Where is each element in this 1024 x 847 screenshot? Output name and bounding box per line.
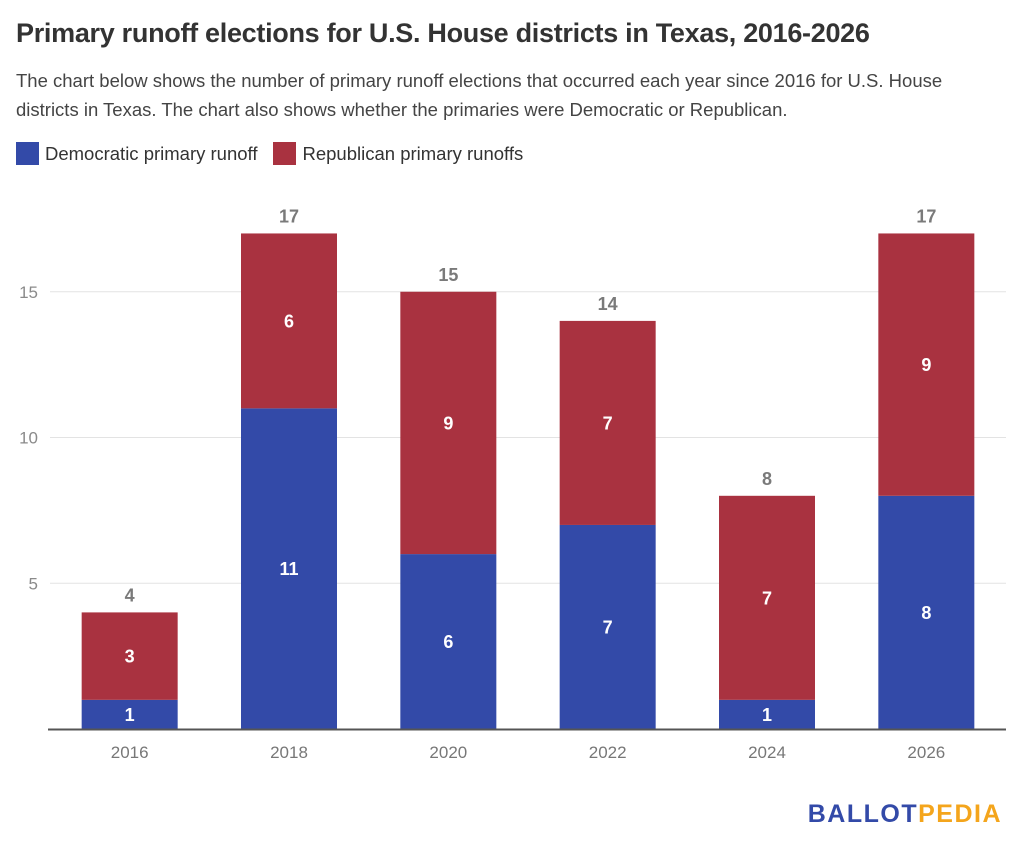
segment-label-democratic-2020: 6 <box>443 632 453 652</box>
x-tick-label-2020: 2020 <box>429 743 467 762</box>
segment-label-democratic-2022: 7 <box>603 617 613 637</box>
segment-label-democratic-2024: 1 <box>762 705 772 725</box>
bar-segment-democratic-2020 <box>400 554 497 729</box>
legend-label-republican: Republican primary runoffs <box>302 142 524 164</box>
chart-title: Primary runoff elections for U.S. House … <box>16 18 870 48</box>
total-label-2026: 17 <box>916 206 936 226</box>
x-tick-label-2024: 2024 <box>748 743 786 762</box>
segment-label-republican-2018: 6 <box>284 311 294 331</box>
total-label-2022: 14 <box>598 294 618 314</box>
bar-segment-republican-2022 <box>559 320 656 525</box>
y-tick-label-15: 15 <box>19 283 38 302</box>
segment-label-republican-2022: 7 <box>603 413 613 433</box>
total-label-2016: 4 <box>125 585 135 605</box>
y-tick-label-5: 5 <box>29 574 38 593</box>
segment-label-democratic-2016: 1 <box>125 705 135 725</box>
legend: Democratic primary runoff Republican pri… <box>16 142 539 165</box>
bar-segment-democratic-2018 <box>241 408 337 729</box>
total-label-2024: 8 <box>762 469 772 489</box>
logo-part-ballot: BALLOT <box>807 800 919 828</box>
segment-label-republican-2016: 3 <box>125 647 135 667</box>
segment-label-democratic-2026: 8 <box>921 603 931 623</box>
legend-item-republican: Republican primary runoffs <box>273 142 523 165</box>
gridlines <box>50 291 1006 584</box>
total-label-2020: 15 <box>438 265 458 285</box>
legend-swatch-republican <box>273 142 297 165</box>
y-tick-label-10: 10 <box>19 429 38 448</box>
legend-item-democratic: Democratic primary runoff <box>16 142 257 165</box>
bar-segment-republican-2024 <box>719 495 815 700</box>
segment-label-republican-2024: 7 <box>762 588 772 608</box>
logo-part-pedia: PEDIA <box>918 800 1002 828</box>
x-tick-label-2018: 2018 <box>270 743 308 762</box>
legend-label-democratic: Democratic primary runoff <box>45 142 258 164</box>
ballotpedia-logo: BALLOTPEDIA <box>808 800 1002 829</box>
x-tick-label-2022: 2022 <box>589 743 627 762</box>
bar-segment-republican-2020 <box>400 291 497 555</box>
segment-label-republican-2026: 9 <box>921 355 931 375</box>
chart-subtitle: The chart below shows the number of prim… <box>16 70 943 120</box>
legend-swatch-democratic <box>16 142 39 165</box>
bar-segment-democratic-2026 <box>878 495 975 729</box>
segment-label-democratic-2018: 11 <box>279 559 298 579</box>
y-axis: 5 10 15 <box>19 283 38 594</box>
bar-segment-republican-2016 <box>81 612 178 700</box>
x-axis: 2016 2018 2020 2022 2024 2026 <box>48 728 1006 762</box>
x-tick-label-2016: 2016 <box>111 743 149 762</box>
bar-segment-democratic-2024 <box>719 699 815 729</box>
x-tick-label-2026: 2026 <box>907 743 945 762</box>
segment-label-republican-2020: 9 <box>443 413 453 433</box>
bar-segment-democratic-2016 <box>81 699 178 729</box>
bar-segment-democratic-2022 <box>559 524 656 729</box>
bar-segment-republican-2018 <box>241 233 337 409</box>
bar-segment-republican-2026 <box>878 233 975 496</box>
total-label-2018: 17 <box>279 206 299 226</box>
